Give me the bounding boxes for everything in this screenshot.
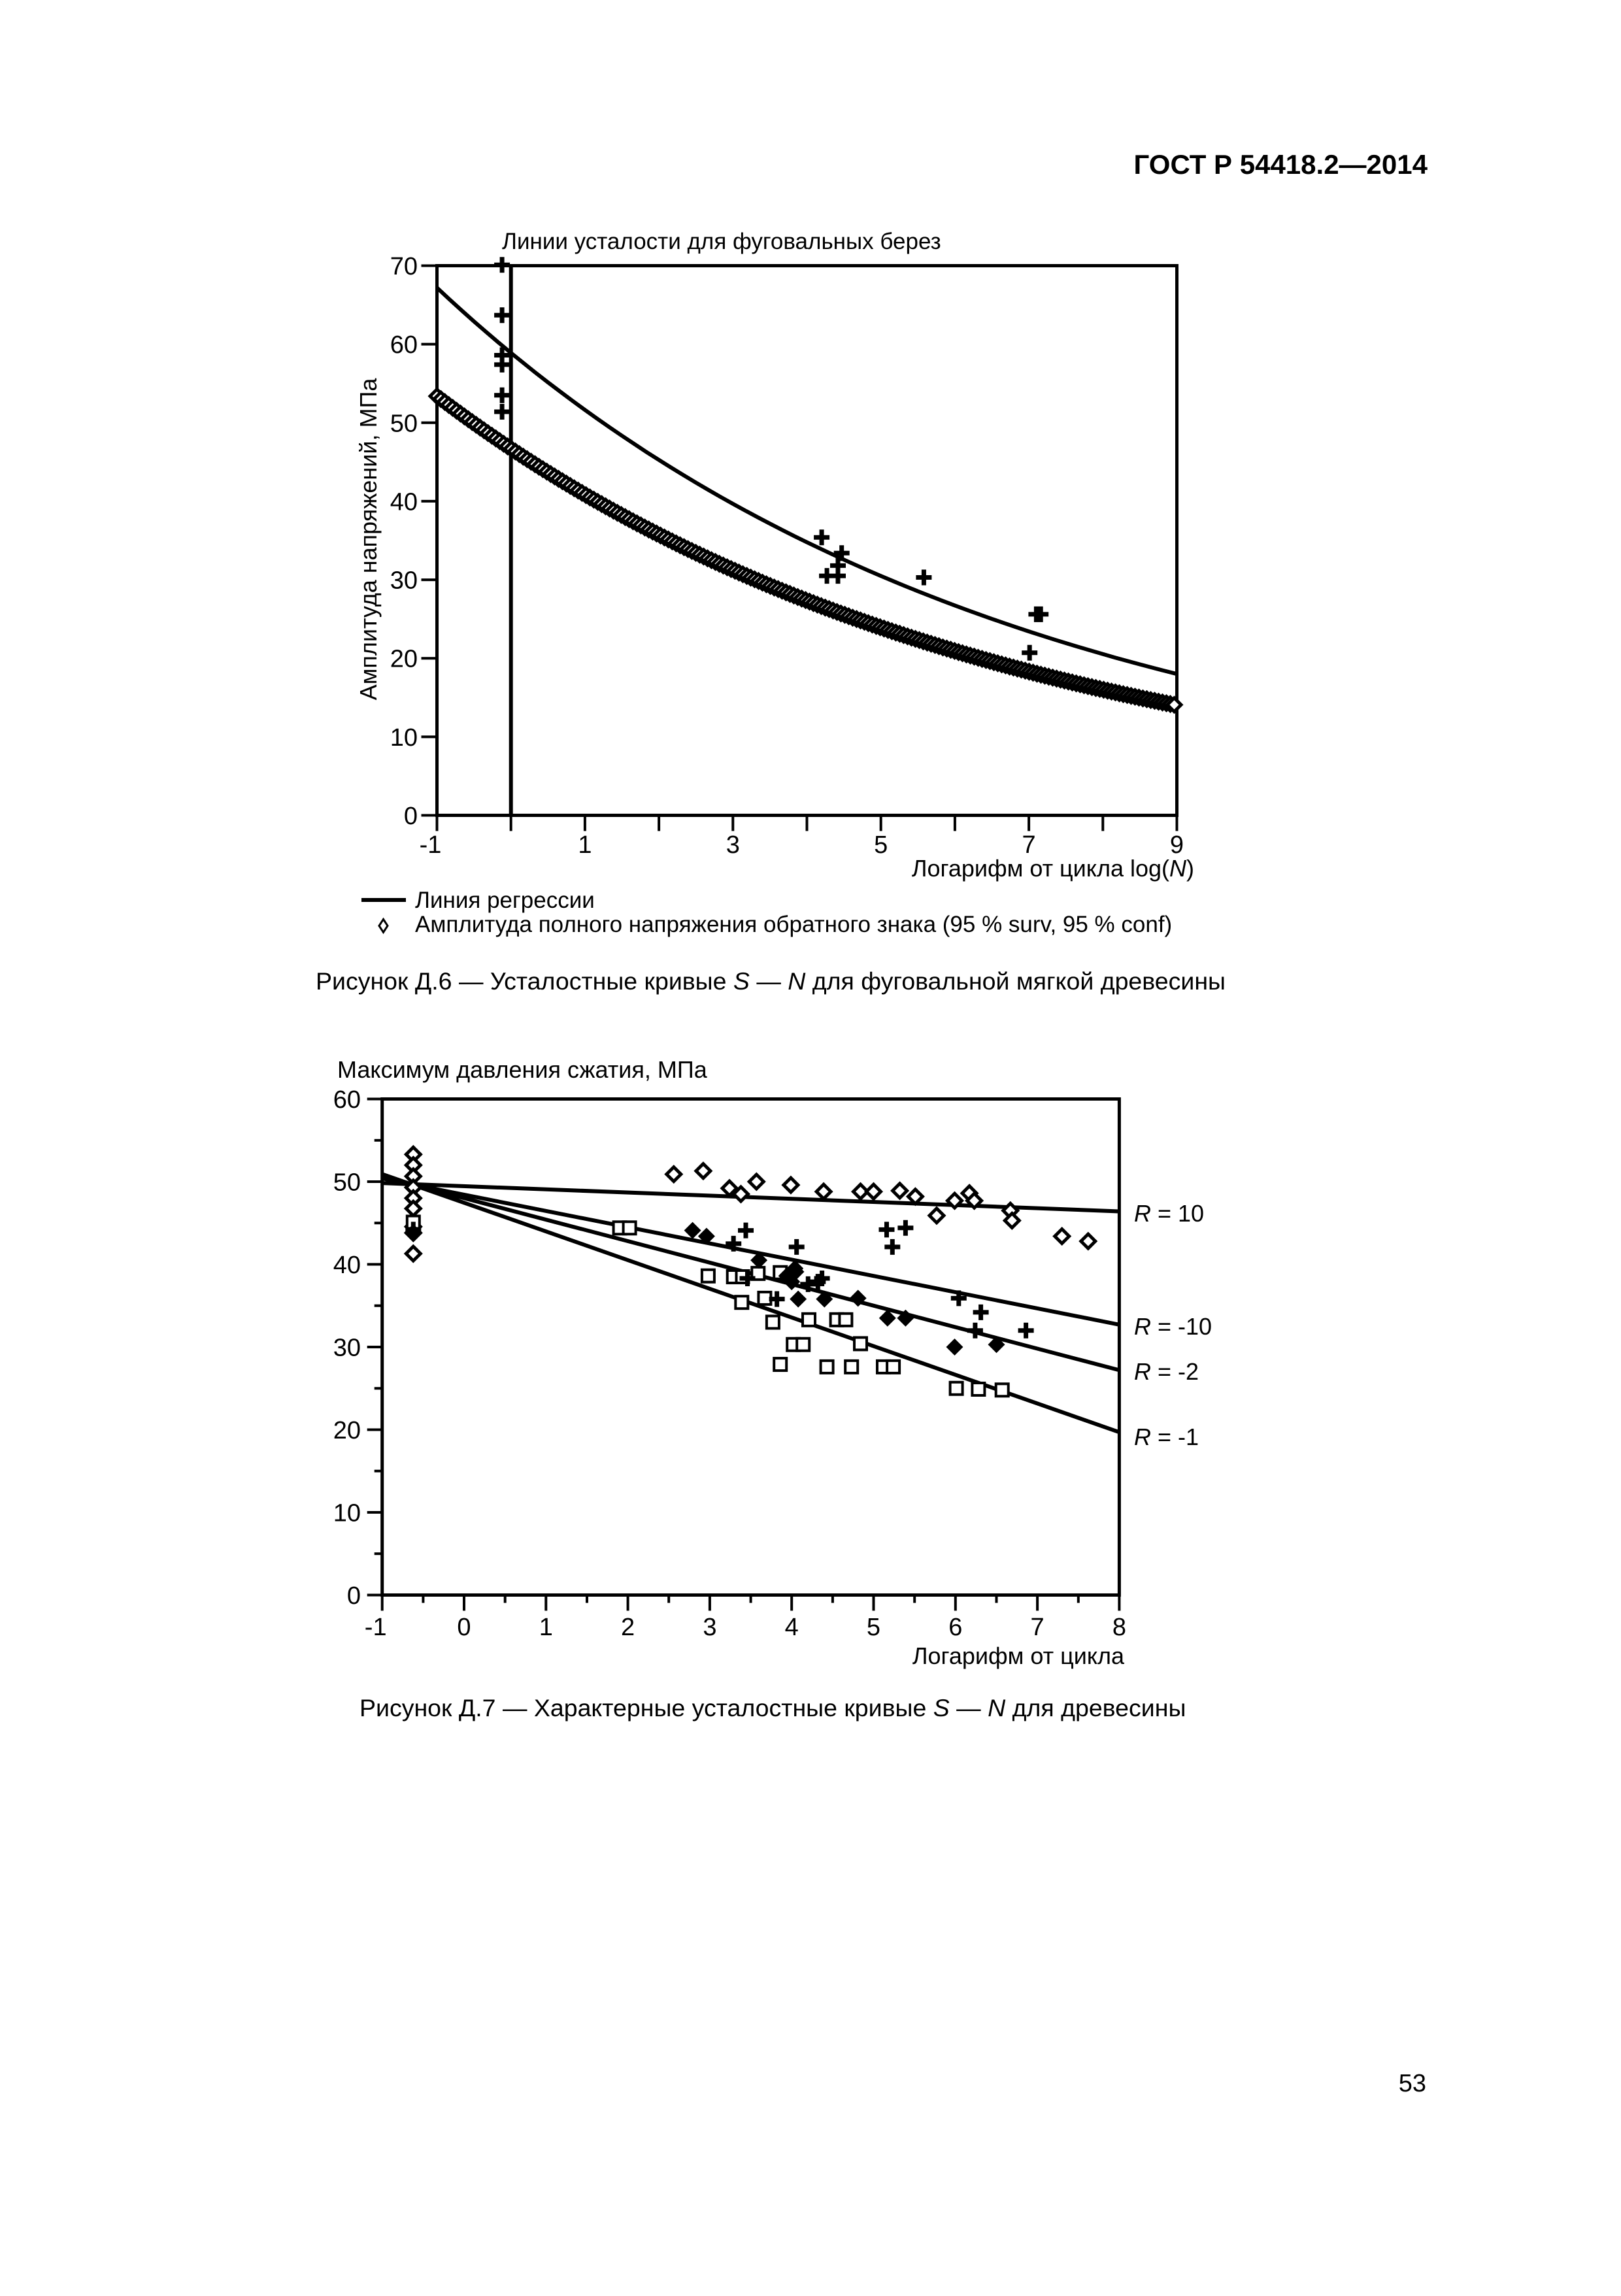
svg-text:70: 70: [390, 253, 418, 280]
svg-text:10: 10: [333, 1500, 361, 1527]
svg-text:10: 10: [390, 724, 418, 752]
svg-text:5: 5: [867, 1614, 880, 1641]
svg-text:R = -10: R = -10: [1134, 1313, 1212, 1340]
svg-text:Амплитуда полного напряжения о: Амплитуда полного напряжения обратного з…: [415, 912, 1172, 937]
svg-text:53: 53: [1399, 2070, 1426, 2097]
svg-text:5: 5: [874, 831, 888, 859]
svg-text:R = -2: R = -2: [1134, 1358, 1199, 1385]
svg-text:3: 3: [726, 831, 740, 859]
svg-text:Амплитуда напряжений, МПа: Амплитуда напряжений, МПа: [355, 378, 382, 701]
svg-text:R = 10: R = 10: [1134, 1200, 1204, 1227]
svg-text:-1: -1: [420, 831, 442, 859]
svg-text:30: 30: [390, 567, 418, 595]
svg-text:7: 7: [1022, 831, 1036, 859]
svg-text:50: 50: [390, 410, 418, 437]
svg-text:60: 60: [390, 331, 418, 359]
svg-text:2: 2: [621, 1614, 635, 1641]
svg-text:9: 9: [1170, 831, 1184, 859]
svg-text:6: 6: [948, 1614, 962, 1641]
svg-text:0: 0: [404, 803, 418, 830]
svg-text:0: 0: [347, 1582, 361, 1610]
svg-text:20: 20: [333, 1417, 361, 1444]
svg-text:1: 1: [539, 1614, 553, 1641]
svg-text:0: 0: [457, 1614, 471, 1641]
svg-text:4: 4: [785, 1614, 799, 1641]
svg-text:-1: -1: [365, 1614, 387, 1641]
svg-text:50: 50: [333, 1169, 361, 1197]
svg-text:R = -1: R = -1: [1134, 1423, 1199, 1450]
svg-text:Рисунок Д.7 — Характерные уста: Рисунок Д.7 — Характерные усталостные кр…: [359, 1694, 1186, 1722]
svg-text:Логарифм от цикла log(N): Логарифм от цикла log(N): [912, 855, 1194, 882]
svg-text:20: 20: [390, 646, 418, 673]
svg-text:7: 7: [1031, 1614, 1044, 1641]
svg-text:1: 1: [578, 831, 592, 859]
svg-text:Линии усталости для фуговальны: Линии усталости для фуговальных берез: [502, 229, 941, 254]
svg-text:ГОСТ Р 54418.2—2014: ГОСТ Р 54418.2—2014: [1134, 149, 1428, 180]
svg-text:40: 40: [333, 1252, 361, 1279]
svg-text:Логарифм от цикла: Логарифм от цикла: [912, 1642, 1125, 1669]
svg-text:30: 30: [333, 1335, 361, 1362]
svg-text:40: 40: [390, 488, 418, 516]
svg-text:Максимум давления сжатия, МПа: Максимум давления сжатия, МПа: [337, 1056, 708, 1083]
svg-text:Рисунок Д.6 — Усталостные крив: Рисунок Д.6 — Усталостные кривые S — N д…: [316, 967, 1226, 995]
svg-text:60: 60: [333, 1086, 361, 1114]
svg-text:Линия регрессии: Линия регрессии: [415, 888, 595, 913]
svg-text:3: 3: [703, 1614, 716, 1641]
svg-text:8: 8: [1112, 1614, 1126, 1641]
